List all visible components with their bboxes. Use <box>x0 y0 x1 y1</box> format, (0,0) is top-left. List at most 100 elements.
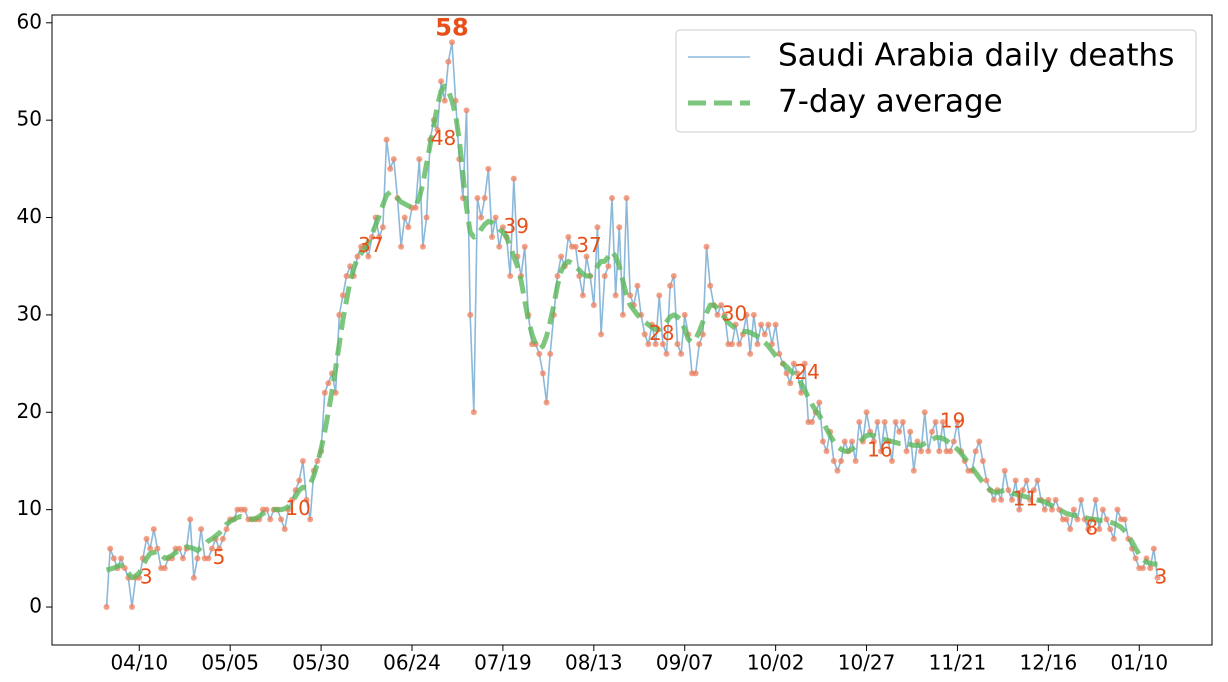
daily-marker <box>1049 506 1055 513</box>
daily-marker <box>823 448 830 455</box>
legend: Saudi Arabia daily deaths 7-day average <box>675 29 1197 133</box>
daily-marker <box>1001 467 1008 474</box>
y-tick-label: 60 <box>17 9 42 33</box>
daily-marker <box>376 234 383 241</box>
daily-marker <box>1041 506 1048 513</box>
annotation: 48 <box>431 126 456 150</box>
daily-marker <box>103 604 110 611</box>
daily-marker <box>307 516 314 523</box>
y-tick-label: 10 <box>17 496 42 520</box>
daily-marker <box>1009 496 1015 503</box>
daily-marker <box>601 272 608 279</box>
daily-marker <box>743 311 750 318</box>
daily-marker <box>921 409 928 416</box>
daily-marker <box>489 234 495 241</box>
x-tick-label: 08/13 <box>565 651 623 675</box>
daily-marker <box>1078 496 1085 503</box>
daily-marker <box>150 526 157 533</box>
daily-marker <box>681 311 688 318</box>
average-line <box>105 83 1158 581</box>
daily-marker <box>659 341 666 348</box>
daily-marker <box>830 457 837 464</box>
daily-marker <box>572 243 579 250</box>
daily-marker <box>783 370 790 377</box>
daily-marker <box>692 370 699 377</box>
daily-marker <box>1034 477 1041 484</box>
daily-marker <box>856 419 863 426</box>
daily-marker <box>412 204 419 211</box>
daily-marker <box>423 214 430 221</box>
daily-marker <box>1114 506 1121 513</box>
daily-marker <box>147 545 154 552</box>
daily-marker <box>678 350 685 357</box>
daily-marker <box>841 438 848 445</box>
daily-marker <box>670 272 677 279</box>
daily-marker <box>416 156 423 163</box>
x-tick-label: 04/10 <box>110 651 168 675</box>
daily-marker <box>598 331 605 338</box>
daily-marker <box>223 526 230 533</box>
daily-marker <box>729 341 735 348</box>
daily-marker <box>772 321 779 328</box>
annotation: 24 <box>794 360 819 384</box>
y-tick-label: 20 <box>17 399 42 423</box>
daily-marker <box>521 243 528 250</box>
daily-marker <box>1012 477 1019 484</box>
daily-marker <box>605 263 612 270</box>
daily-marker <box>485 165 492 172</box>
annotation: 5 <box>213 545 226 569</box>
daily-marker <box>507 272 514 279</box>
daily-marker <box>118 555 125 562</box>
daily-marker <box>216 545 223 552</box>
daily-marker <box>798 389 805 396</box>
daily-marker <box>1052 496 1059 503</box>
daily-marker <box>903 448 910 455</box>
daily-marker <box>1154 574 1161 581</box>
daily-marker <box>983 477 990 484</box>
daily-marker <box>656 292 663 299</box>
daily-marker <box>870 438 877 445</box>
daily-marker <box>929 428 935 435</box>
daily-marker <box>536 350 543 357</box>
daily-marker <box>990 496 997 503</box>
daily-marker <box>449 39 455 46</box>
daily-marker <box>703 243 710 250</box>
daily-marker <box>1023 477 1030 484</box>
daily-marker <box>278 516 285 523</box>
daily-marker <box>667 282 674 289</box>
daily-marker <box>1121 516 1128 523</box>
daily-marker <box>663 350 670 357</box>
daily-marker <box>383 136 390 143</box>
daily-marker <box>899 419 906 426</box>
legend-box <box>675 29 1197 133</box>
daily-marker <box>947 448 954 455</box>
daily-marker <box>401 214 408 221</box>
daily-marker <box>565 234 572 241</box>
daily-marker <box>198 526 205 533</box>
annotation: 16 <box>867 438 892 462</box>
daily-marker <box>387 165 394 172</box>
daily-marker <box>714 311 721 318</box>
daily-marker <box>816 399 823 406</box>
daily-marker <box>547 350 554 357</box>
daily-marker <box>296 477 303 484</box>
daily-marker <box>1139 565 1146 572</box>
daily-marker <box>209 545 215 552</box>
daily-marker <box>110 555 117 562</box>
daily-marker <box>1107 526 1114 533</box>
daily-marker <box>794 370 801 377</box>
daily-marker <box>194 555 201 562</box>
daily-marker <box>539 370 546 377</box>
daily-marker <box>107 545 114 552</box>
daily-marker <box>205 555 212 562</box>
daily-marker <box>190 574 197 581</box>
x-tick-label: 12/16 <box>1020 651 1078 675</box>
daily-marker <box>609 195 615 202</box>
daily-marker <box>612 292 619 299</box>
daily-marker <box>932 419 939 426</box>
annotation: 28 <box>649 321 674 345</box>
daily-marker <box>467 311 474 318</box>
daily-marker <box>419 243 426 250</box>
daily-marker <box>1016 506 1023 513</box>
daily-marker <box>1019 487 1026 494</box>
